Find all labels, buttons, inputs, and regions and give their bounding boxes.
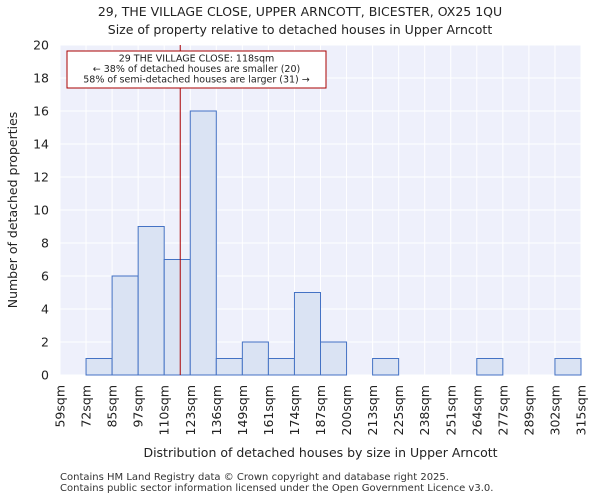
x-tick-label: 174sqm: [287, 385, 302, 435]
y-tick-label: 6: [41, 269, 49, 284]
x-tick-label: 97sqm: [131, 385, 146, 428]
x-tick-label: 149sqm: [235, 385, 250, 435]
y-tick-label: 0: [41, 368, 49, 383]
x-tick-label: 59sqm: [53, 385, 68, 428]
y-tick-label: 14: [33, 137, 49, 152]
x-tick-label: 289sqm: [521, 385, 536, 435]
y-tick-label: 10: [33, 203, 49, 218]
annotation-line-2: ← 38% of detached houses are smaller (20…: [93, 64, 300, 75]
annotation-line-1: 29 THE VILLAGE CLOSE: 118sqm: [119, 54, 275, 65]
x-tick-label: 225sqm: [391, 385, 406, 435]
x-tick-label: 213sqm: [365, 385, 380, 435]
x-tick-label: 251sqm: [443, 385, 458, 435]
marker-annotation: 29 THE VILLAGE CLOSE: 118sqm ← 38% of de…: [66, 50, 327, 89]
x-tick-label: 136sqm: [209, 385, 224, 435]
y-tick-label: 4: [41, 302, 49, 317]
annotation-line-3: 58% of semi-detached houses are larger (…: [83, 75, 310, 86]
bar-161sqm: [267, 358, 295, 376]
bar-264sqm: [476, 358, 504, 376]
annotation-box: [66, 50, 327, 89]
y-tick-label: 18: [33, 71, 49, 86]
y-tick-label: 12: [33, 170, 49, 185]
bars: [85, 110, 582, 376]
x-tick-label: 187sqm: [313, 385, 328, 435]
x-tick-label: 85sqm: [105, 385, 120, 428]
x-axis: 59sqm 72sqm 85sqm 97sqm 110sqm 123sqm 136sqm 14…: [53, 385, 589, 435]
x-tick-label: 277sqm: [495, 385, 510, 435]
y-tick-label: 8: [41, 236, 49, 251]
x-tick-label: 72sqm: [79, 385, 94, 428]
bar-213sqm: [372, 358, 400, 376]
bar-136sqm: [215, 358, 243, 376]
bar-174sqm: [293, 292, 322, 376]
x-tick-label: 110sqm: [157, 385, 172, 435]
y-tick-label: 20: [33, 38, 49, 53]
x-tick-label: 123sqm: [183, 385, 198, 435]
bar-302sqm: [554, 358, 582, 376]
bar-97sqm: [137, 226, 165, 376]
x-tick-label: 161sqm: [261, 385, 276, 435]
x-tick-label: 238sqm: [417, 385, 432, 435]
y-axis-label: Number of detached properties: [5, 112, 20, 309]
footer-credit-1: Contains HM Land Registry data © Crown c…: [60, 472, 449, 483]
chart-subtitle: Size of property relative to detached ho…: [108, 22, 493, 37]
y-tick-label: 2: [41, 335, 49, 350]
bar-110sqm: [163, 259, 191, 376]
bar-85sqm: [111, 275, 139, 376]
x-tick-label: 302sqm: [547, 385, 562, 435]
chart-title: 29, THE VILLAGE CLOSE, UPPER ARNCOTT, BI…: [98, 4, 502, 19]
x-tick-label: 264sqm: [469, 385, 484, 435]
footer-credit-2: Contains public sector information licen…: [60, 483, 494, 494]
y-axis: 0 2 4 6 8 10 12 14 16 18 20: [33, 38, 49, 383]
bar-72sqm: [85, 358, 113, 376]
bar-123sqm: [189, 110, 217, 376]
x-axis-label: Distribution of detached houses by size …: [143, 445, 497, 460]
y-tick-label: 16: [33, 104, 49, 119]
bar-187sqm: [320, 341, 348, 376]
bar-149sqm: [241, 341, 269, 376]
x-tick-label: 315sqm: [574, 385, 589, 435]
x-tick-label: 200sqm: [339, 385, 354, 435]
